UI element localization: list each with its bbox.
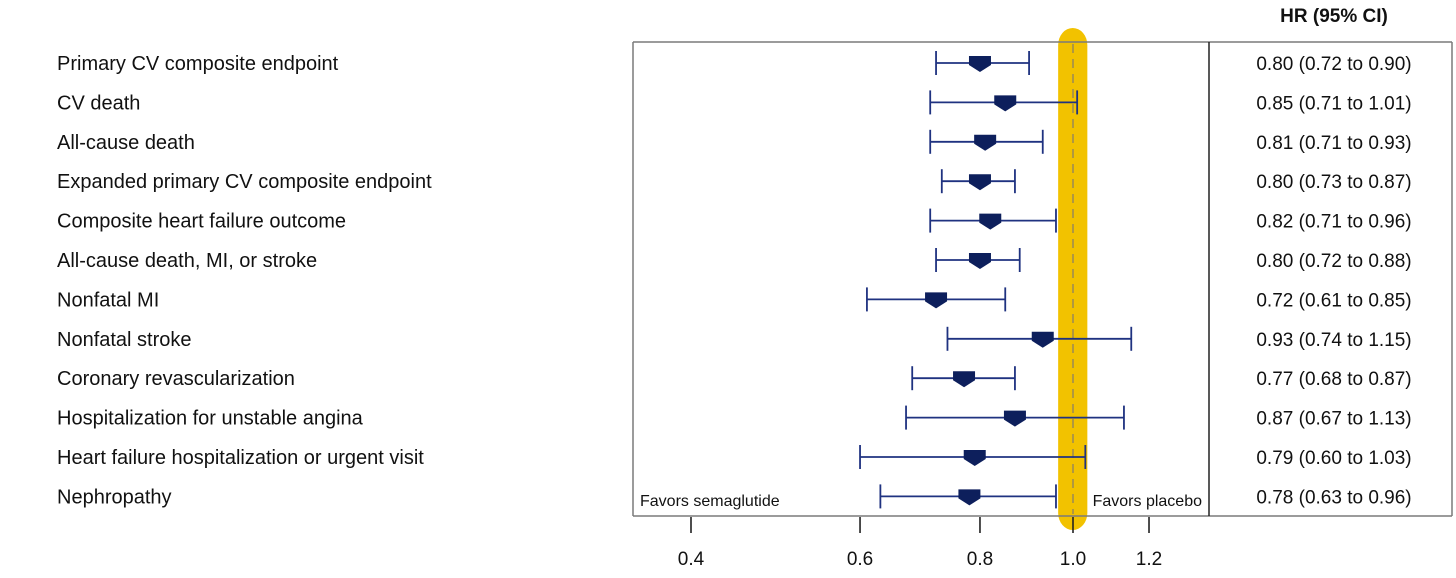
null-effect-highlight-band xyxy=(1058,28,1088,530)
row-label: Expanded primary CV composite endpoint xyxy=(57,171,432,193)
forest-row: Hospitalization for unstable angina 0.87 … xyxy=(57,405,1412,430)
hr-value: 0.80 (0.72 to 0.90) xyxy=(1256,54,1411,75)
favors-semaglutide-label: Favors semaglutide xyxy=(640,493,780,510)
row-label: All-cause death, MI, or stroke xyxy=(57,250,317,272)
hr-point-marker xyxy=(974,134,997,151)
row-label: Nonfatal stroke xyxy=(57,329,192,351)
hr-value: 0.87 (0.67 to 1.13) xyxy=(1256,409,1411,430)
x-axis-tick-label: 1.2 xyxy=(1136,549,1162,570)
hr-value: 0.77 (0.68 to 0.87) xyxy=(1256,369,1411,390)
row-label: CV death xyxy=(57,92,140,114)
x-axis-tick-label: 0.8 xyxy=(967,549,993,570)
hr-point-marker xyxy=(1031,331,1054,348)
row-label: All-cause death xyxy=(57,132,195,154)
forest-row: Heart failure hospitalization or urgent … xyxy=(57,445,1412,469)
row-label: Primary CV composite endpoint xyxy=(57,53,339,75)
hr-point-marker xyxy=(958,489,981,506)
x-axis-tick-label: 0.4 xyxy=(678,549,705,570)
favors-placebo-label: Favors placebo xyxy=(1093,493,1202,510)
hr-value: 0.81 (0.71 to 0.93) xyxy=(1256,133,1411,154)
forest-row: Composite heart failure outcome 0.82 (0.7… xyxy=(57,208,1412,233)
forest-row: All-cause death 0.81 (0.71 to 0.93) xyxy=(57,129,1412,154)
row-label: Nephropathy xyxy=(57,486,172,508)
row-label: Hospitalization for unstable angina xyxy=(57,408,364,430)
hr-point-marker xyxy=(953,371,976,388)
forest-row: Coronary revascularization 0.77 (0.68 to … xyxy=(57,366,1412,391)
hr-point-marker xyxy=(968,253,991,269)
row-label: Nonfatal MI xyxy=(57,289,159,311)
hr-point-marker xyxy=(963,450,986,466)
hr-point-marker xyxy=(968,56,991,72)
hr-value: 0.78 (0.63 to 0.96) xyxy=(1256,487,1411,508)
hr-point-marker xyxy=(968,174,991,191)
hr-value: 0.72 (0.61 to 0.85) xyxy=(1256,290,1411,311)
hr-point-marker xyxy=(925,292,948,309)
hr-point-marker xyxy=(979,213,1002,230)
forest-row: All-cause death, MI, or stroke 0.80 (0.72… xyxy=(57,248,1412,272)
row-label: Heart failure hospitalization or urgent … xyxy=(57,447,424,469)
hr-point-marker xyxy=(994,95,1017,112)
hr-value: 0.79 (0.60 to 1.03) xyxy=(1256,448,1411,469)
hr-value: 0.85 (0.71 to 1.01) xyxy=(1256,93,1411,114)
hr-value: 0.80 (0.73 to 0.87) xyxy=(1256,172,1411,193)
x-axis-tick-label: 0.6 xyxy=(847,549,873,570)
hr-point-marker xyxy=(1003,410,1026,427)
row-label: Coronary revascularization xyxy=(57,368,295,390)
forest-row: Nephropathy 0.78 (0.63 to 0.96) xyxy=(57,484,1412,509)
hr-value: 0.82 (0.71 to 0.96) xyxy=(1256,212,1411,233)
hr-value: 0.93 (0.74 to 1.15) xyxy=(1256,330,1411,351)
row-label: Composite heart failure outcome xyxy=(57,211,346,233)
forest-row: Nonfatal MI 0.72 (0.61 to 0.85) xyxy=(57,287,1412,312)
forest-row: Nonfatal stroke 0.93 (0.74 to 1.15) xyxy=(57,326,1412,351)
hr-column-header: HR (95% CI) xyxy=(1280,6,1388,27)
forest-row: Primary CV composite endpoint 0.80 (0.72 … xyxy=(57,51,1412,75)
x-axis-tick-label: 1.0 xyxy=(1060,549,1086,570)
forest-row: CV death 0.85 (0.71 to 1.01) xyxy=(57,90,1412,115)
hr-value: 0.80 (0.72 to 0.88) xyxy=(1256,251,1411,272)
forest-row: Expanded primary CV composite endpoint 0.… xyxy=(57,169,1412,194)
